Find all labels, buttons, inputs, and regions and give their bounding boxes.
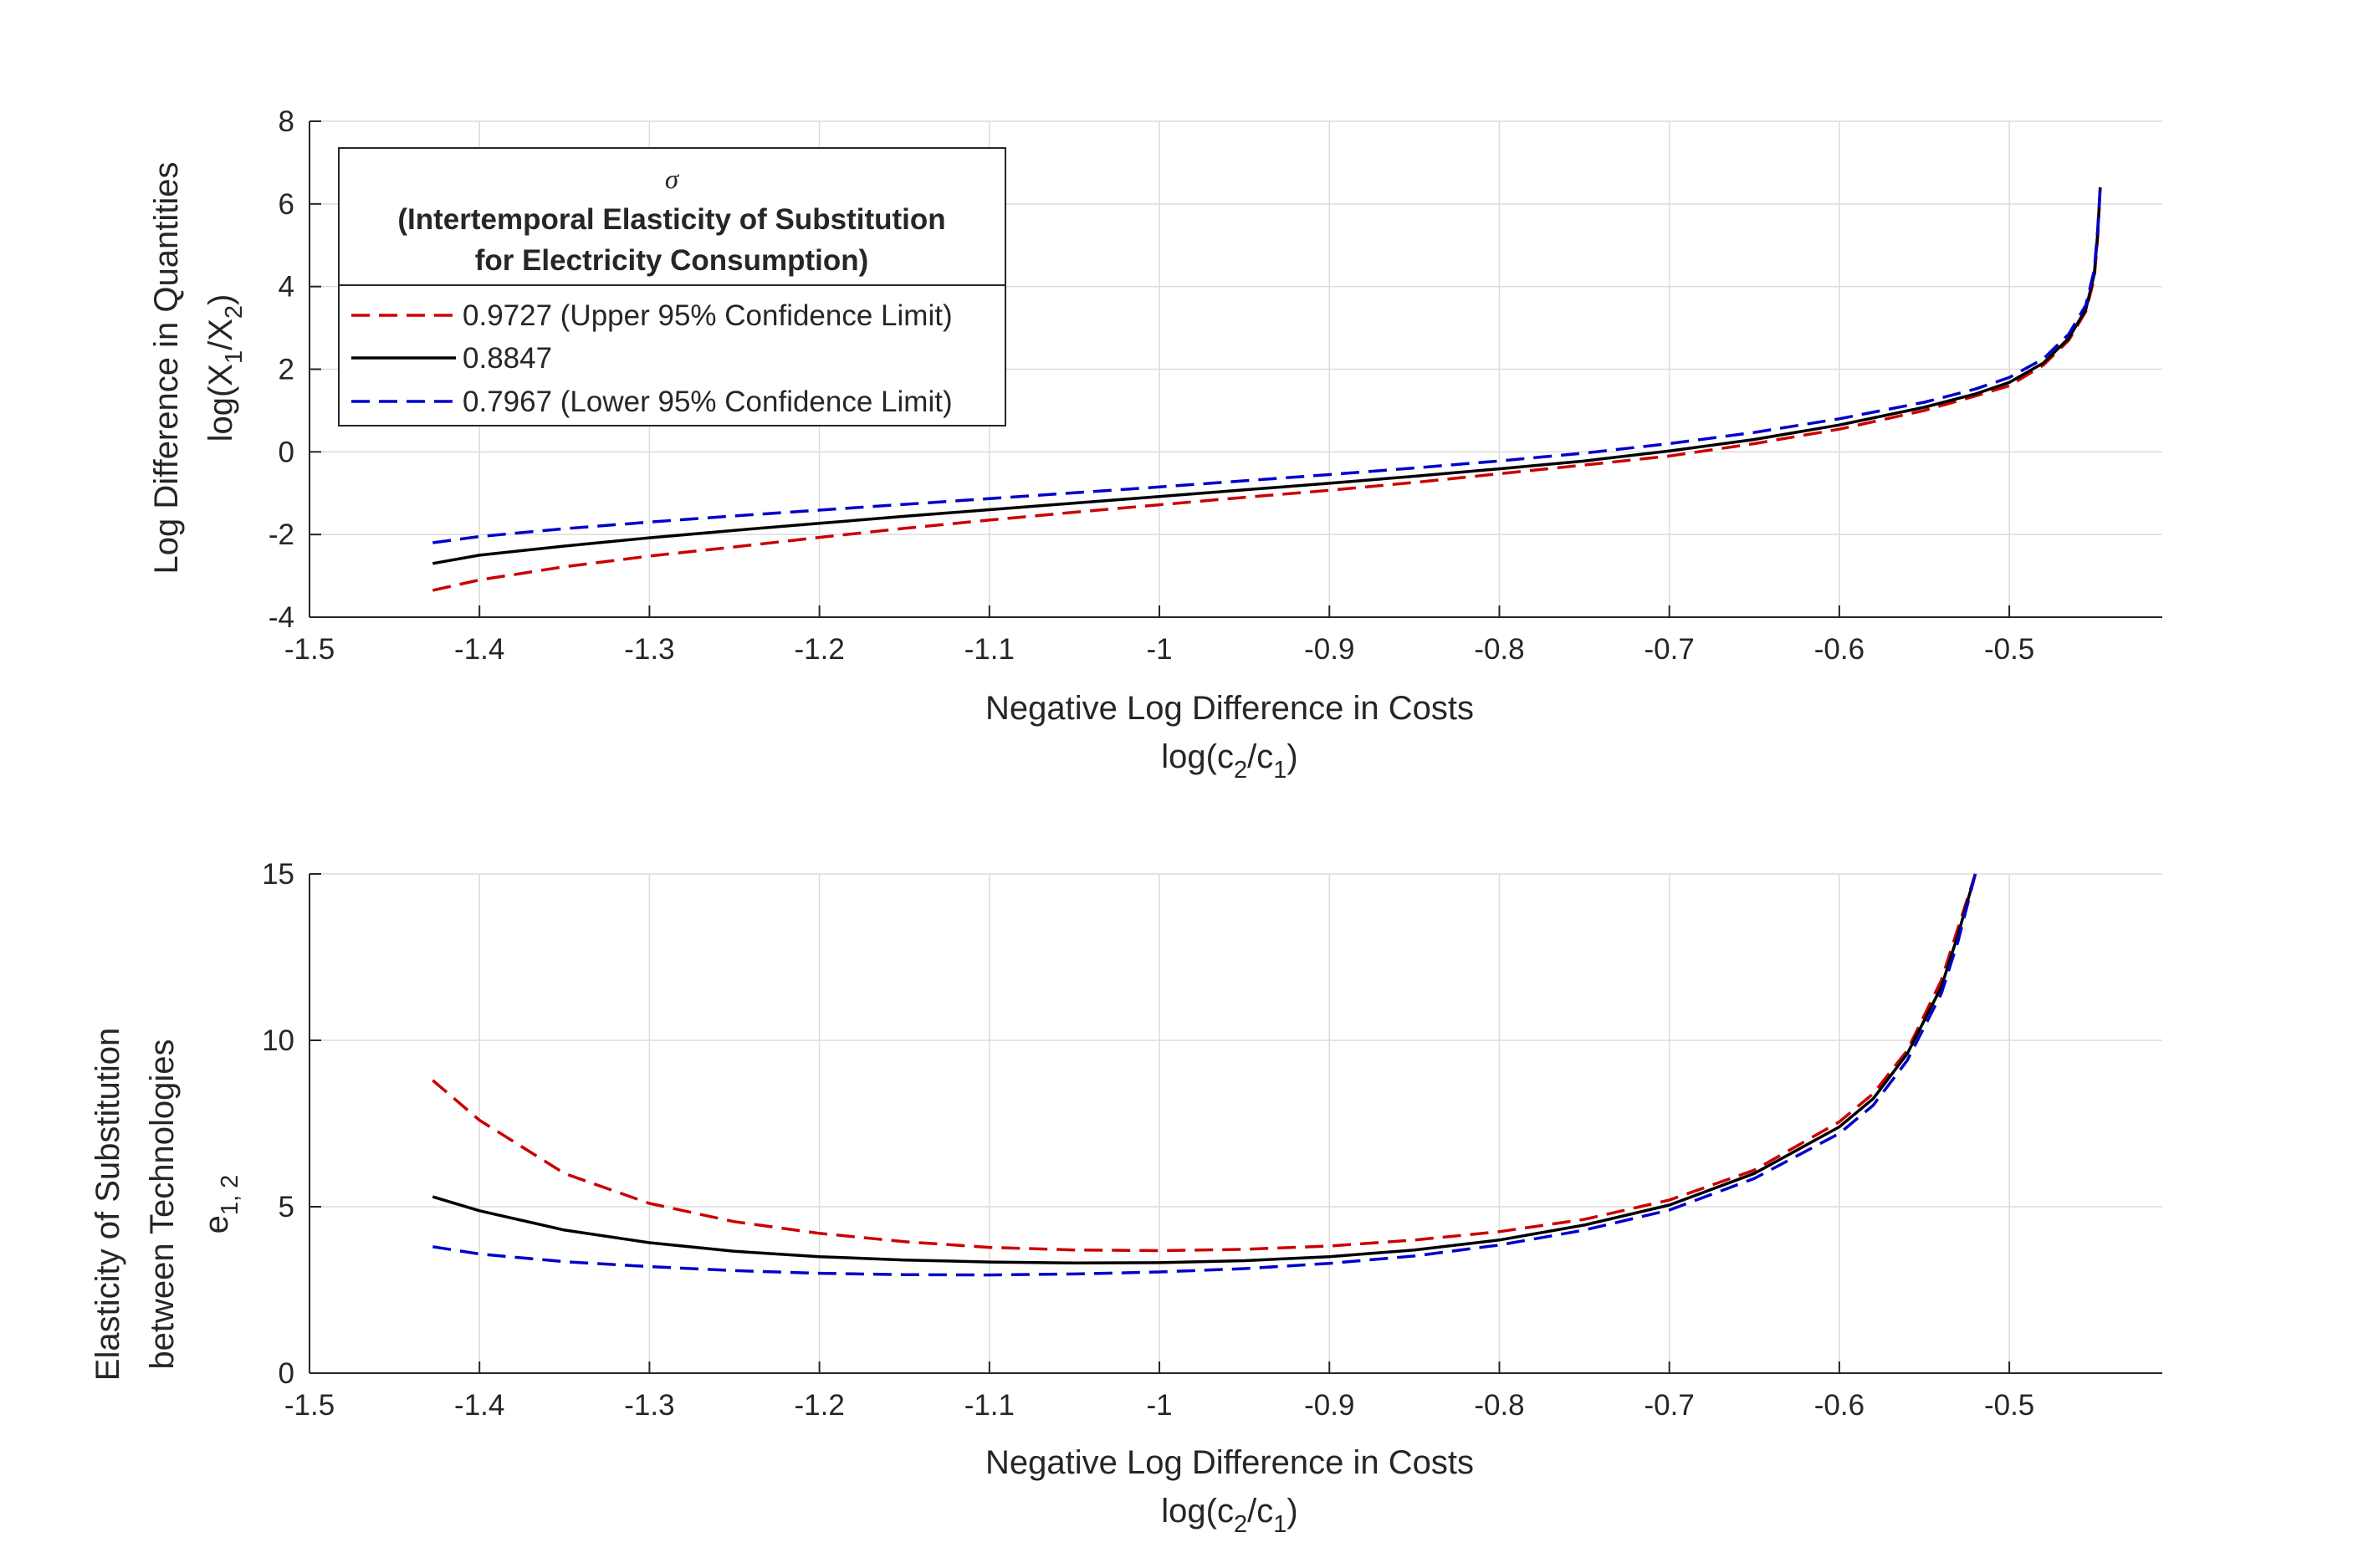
top-series-group [432, 186, 2102, 592]
bottom-y-axis-label-line2: between Technologies [144, 1039, 181, 1369]
bot-x-tick-label: -1 [1146, 1389, 1172, 1422]
bot-x-tick-label: -1.2 [794, 1389, 844, 1422]
legend-label-mid: 0.8847 [463, 342, 552, 375]
legend-box [338, 147, 1006, 426]
bot-x-tick-label: -1.5 [284, 1389, 335, 1422]
top-x-tick-label: -0.9 [1304, 633, 1354, 666]
top-x-axis-label: Negative Log Difference in Costs [985, 690, 1474, 727]
top-axes [309, 120, 2162, 618]
legend-label-upper: 0.9727 (Upper 95% Confidence Limit) [463, 299, 953, 332]
bottom-y-axis-label-line3: e1, 2 [198, 1175, 243, 1234]
top-x-tick-label: -0.8 [1474, 633, 1524, 666]
legend-title-symbol: σ [665, 165, 680, 195]
top-series-upper-limit [432, 187, 2102, 592]
bottom-x-tick-labels: -1.5 -1.4 -1.3 -1.2 -1.1 -1 -0.9 -0.8 -0.7 -0.6 -0… [284, 1389, 2034, 1422]
top-x-tick-label: -1.3 [624, 633, 674, 666]
legend-label-lower: 0.7967 (Lower 95% Confidence Limit) [463, 386, 953, 418]
bottom-x-axis-formula: log(c2/c1) [1161, 1493, 1297, 1538]
top-y-axis-formula: log(X1/X2) [202, 294, 248, 442]
top-y-tick-label: 0 [279, 436, 294, 468]
bot-y-tick-label: 10 [262, 1024, 294, 1057]
bot-series-point-estimate [432, 873, 1977, 1265]
bottom-grid [309, 873, 2162, 1374]
top-y-axis-label: Log Difference in Quantities [148, 162, 185, 575]
bot-x-tick-label: -1.3 [624, 1389, 674, 1422]
top-y-tick-label: 2 [279, 354, 294, 386]
bot-x-tick-label: -0.7 [1645, 1389, 1695, 1422]
bottom-x-axis-label: Negative Log Difference in Costs [985, 1444, 1474, 1481]
top-y-tick-label: 6 [279, 188, 294, 221]
bot-series-upper-limit [432, 873, 1977, 1253]
top-x-tick-label: -1.2 [794, 633, 844, 666]
top-x-axis-formula: log(c2/c1) [1161, 738, 1297, 784]
legend: σ (Intertemporal Elasticity of Substitut… [338, 147, 1006, 426]
bot-y-tick-label: 0 [279, 1357, 294, 1390]
bot-x-tick-label: -1.1 [964, 1389, 1015, 1422]
bot-plot-area [309, 874, 2162, 1373]
bot-series-lower-limit [432, 873, 1977, 1277]
top-x-tick-label: -0.7 [1645, 633, 1695, 666]
top-x-tick-label: -0.5 [1984, 633, 2034, 666]
top-x-tick-label: -1 [1146, 633, 1172, 666]
bottom-y-tick-labels: 0 5 10 15 [262, 858, 294, 1390]
top-x-tick-labels: -1.5 -1.4 -1.3 -1.2 -1.1 -1 -0.9 -0.8 -0.7 -0.6 -0… [284, 633, 2034, 666]
bot-x-tick-label: -0.8 [1474, 1389, 1524, 1422]
bottom-series-group [432, 873, 1977, 1277]
bot-x-tick-label: -0.6 [1814, 1389, 1864, 1422]
top-x-tick-label: -1.5 [284, 633, 335, 666]
legend-title-line2: for Electricity Consumption) [475, 244, 869, 277]
top-y-tick-label: -2 [269, 518, 294, 551]
top-y-tick-label: 8 [279, 105, 294, 138]
top-y-tick-label: -4 [269, 601, 294, 634]
top-x-tick-label: -0.6 [1814, 633, 1864, 666]
bottom-axes [309, 873, 2162, 1374]
top-x-tick-label: -1.1 [964, 633, 1015, 666]
top-series-point-estimate [432, 187, 2102, 565]
top-series-lower-limit [432, 186, 2102, 544]
bot-y-tick-label: 5 [279, 1191, 294, 1223]
bottom-y-axis-label-line1: Elasticity of Substitution [90, 1028, 126, 1381]
bot-x-tick-label: -0.5 [1984, 1389, 2034, 1422]
legend-title-line1: (Intertemporal Elasticity of Substitutio… [397, 203, 945, 236]
bottom-chart-panel: -1.5 -1.4 -1.3 -1.2 -1.1 -1 -0.9 -0.8 -0.7 -0.6 -0… [90, 858, 2162, 1538]
bot-x-tick-label: -1.4 [454, 1389, 504, 1422]
top-y-tick-labels: -4 -2 0 2 4 6 8 [269, 105, 294, 634]
bot-x-tick-label: -0.9 [1304, 1389, 1354, 1422]
top-x-tick-label: -1.4 [454, 633, 504, 666]
top-y-tick-label: 4 [279, 271, 294, 304]
top-chart-panel: -1.5 -1.4 -1.3 -1.2 -1.1 -1 -0.9 -0.8 -0.7 -0.6 -0… [148, 105, 2162, 784]
bot-y-tick-label: 15 [262, 858, 294, 891]
